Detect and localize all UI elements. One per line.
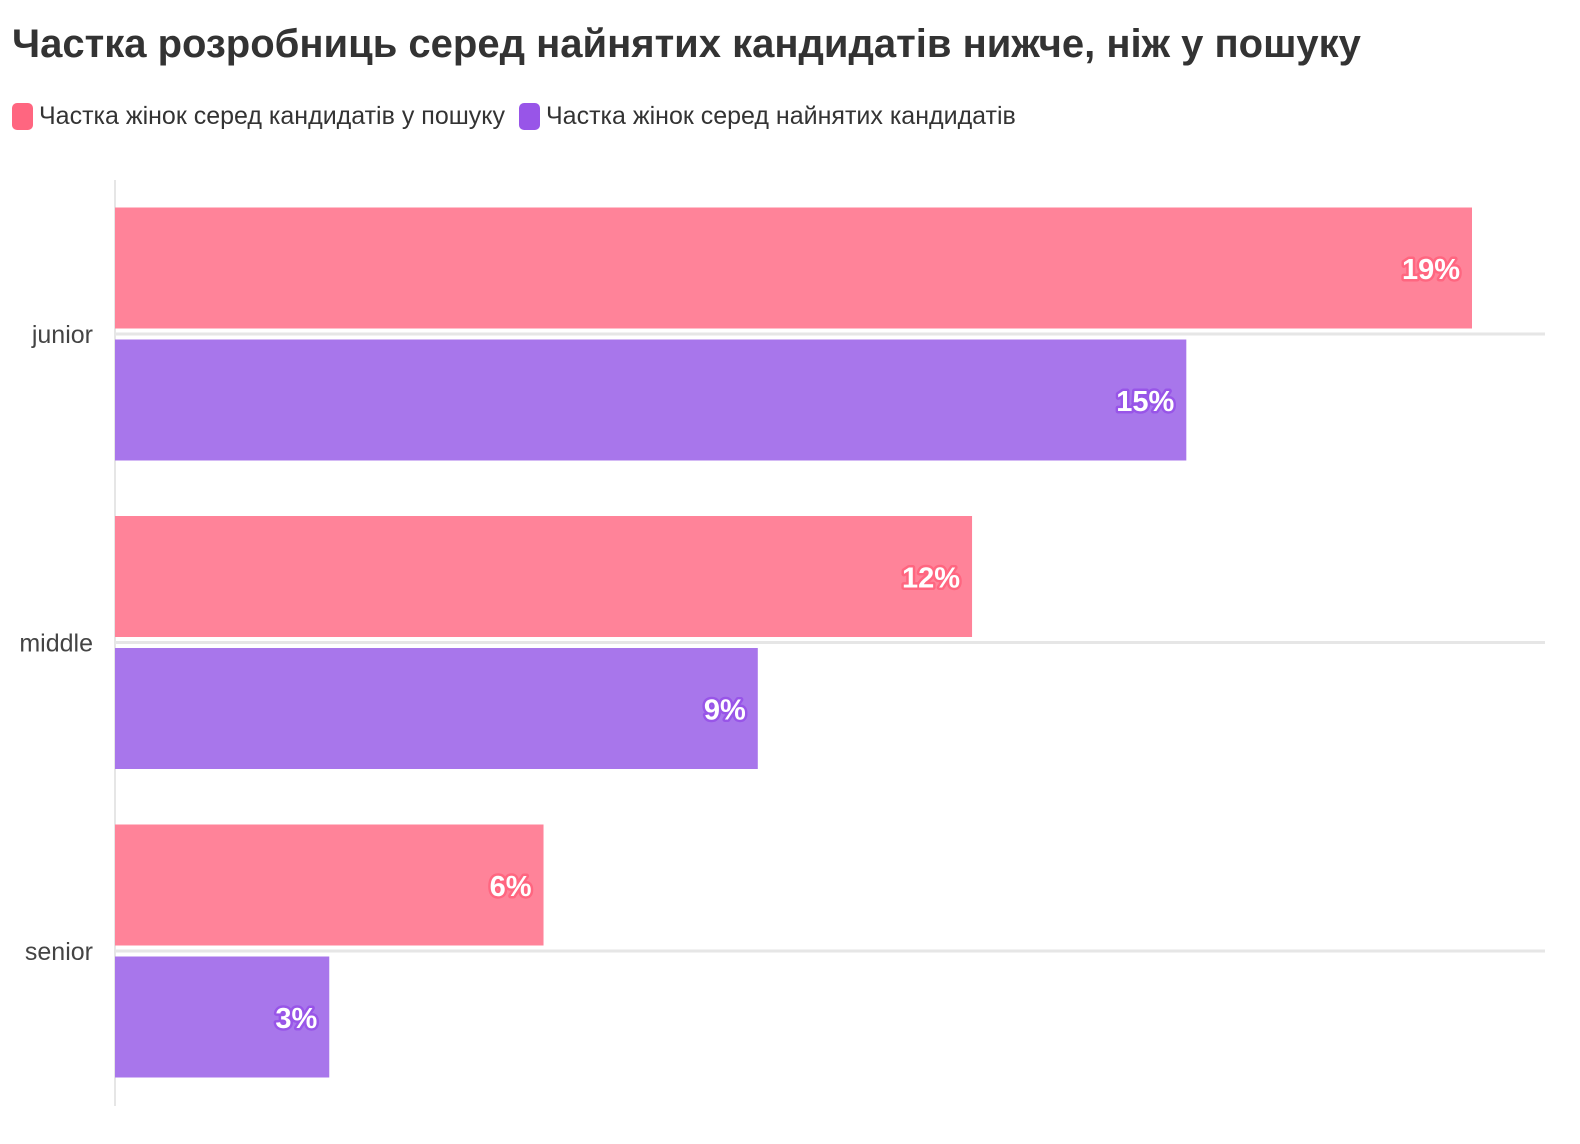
legend-swatch-search [12, 103, 33, 130]
bar-senior-series-1 [115, 824, 544, 946]
legend-item-hired: Частка жінок серед найнятих кандидатів [519, 102, 1016, 131]
legend-swatch-hired [519, 103, 541, 130]
legend-label-hired: Частка жінок серед найнятих кандидатів [546, 102, 1016, 130]
bar-senior-series-2 [115, 956, 330, 1078]
value-label-junior-series-1: 19% [1402, 254, 1460, 286]
value-label-senior-series-1: 6% [490, 871, 532, 903]
category-label-middle: middle [19, 630, 93, 658]
value-label-middle-series-2: 9% [704, 695, 746, 727]
chart-title: Частка розробниць серед найнятих кандида… [12, 22, 1361, 66]
category-label-junior: junior [31, 321, 93, 349]
legend-item-search: Частка жінок серед кандидатів у пошуку [12, 102, 505, 131]
value-label-middle-series-1: 12% [902, 563, 960, 595]
bar-junior-series-1 [115, 207, 1472, 329]
legend-label-search: Частка жінок серед кандидатів у пошуку [39, 102, 506, 130]
value-label-junior-series-2: 15% [1116, 386, 1174, 418]
bar-junior-series-2 [115, 339, 1187, 461]
value-label-senior-series-2: 3% [275, 1003, 317, 1035]
legend: Частка жінок серед кандидатів у пошуку Ч… [12, 102, 1030, 131]
bar-middle-series-1 [115, 516, 973, 637]
bar-middle-series-2 [115, 648, 758, 769]
category-label-senior: senior [25, 938, 93, 966]
